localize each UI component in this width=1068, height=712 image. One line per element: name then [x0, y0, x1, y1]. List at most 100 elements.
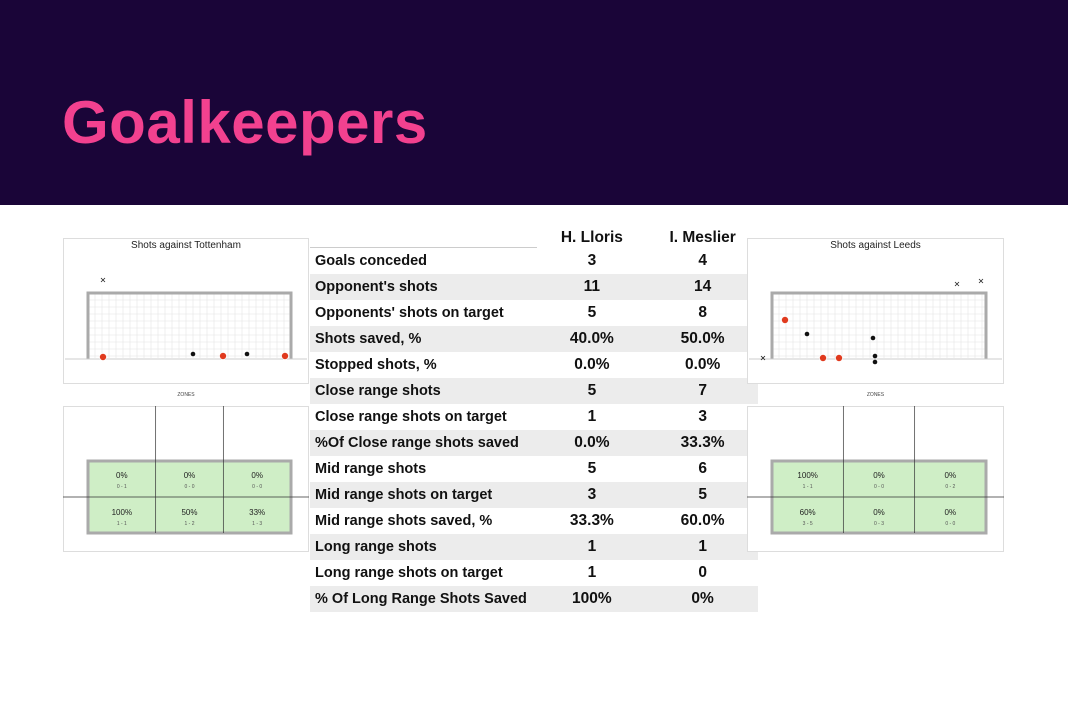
cell-value: 5: [587, 460, 597, 477]
row-label: Opponent's shots: [315, 279, 438, 295]
zone-pct: 0%: [873, 471, 885, 480]
zone-ratio: 1 - 3: [252, 521, 262, 527]
cell-value: 5: [587, 382, 597, 399]
table-row: Mid range shots on target 3 5: [310, 482, 758, 508]
panel-title: Shots against Tottenham: [131, 240, 241, 251]
cell-value: 33.3%: [569, 512, 614, 529]
shot-saved: [190, 351, 196, 357]
table-row: Close range shots on target 1 3: [310, 404, 758, 430]
shot-goal: [281, 352, 289, 360]
cell-value: 33.3%: [680, 434, 725, 451]
header: Goalkeepers: [0, 0, 1068, 205]
table-header: H. Lloris I. Meslier: [310, 228, 758, 248]
table-row: % Of Long Range Shots Saved 100% 0%: [310, 586, 758, 612]
cell-value: 50.0%: [680, 330, 725, 347]
shot-saved: [870, 335, 876, 341]
table-row: %Of Close range shots saved 0.0% 33.3%: [310, 430, 758, 456]
shot-miss: [100, 277, 106, 283]
zone-ratio: 1 - 1: [117, 521, 127, 527]
table-row: Long range shots on target 1 0: [310, 560, 758, 586]
zone-ratio: 0 - 0: [252, 484, 262, 490]
right-panel: Shots against Leeds ZONES 100% 1 - 1 0% 0 - 0…: [747, 238, 1004, 552]
row-label: Mid range shots on target: [315, 487, 493, 503]
table-row: Mid range shots saved, % 33.3% 60.0%: [310, 508, 758, 534]
zone-pct: 60%: [800, 508, 816, 517]
row-label: Long range shots: [315, 539, 437, 555]
cell-value: 0.0%: [684, 356, 721, 373]
zone-pct: 100%: [797, 471, 817, 480]
stats-table: H. Lloris I. Meslier Goals conceded 3 4 Oppon…: [310, 228, 758, 612]
zone-ratio: 0 - 2: [945, 484, 955, 490]
zone-ratio: 3 - 5: [803, 521, 813, 527]
shot-miss: [760, 355, 766, 361]
cell-value: 6: [698, 460, 707, 477]
zone-ratio: 1 - 2: [184, 521, 194, 527]
cell-value: 5: [698, 486, 707, 503]
row-label: Close range shots: [315, 383, 441, 399]
table-row: Opponent's shots 11 14: [310, 274, 758, 300]
shot-saved: [872, 353, 878, 359]
table-row: Stopped shots, % 0.0% 0.0%: [310, 352, 758, 378]
row-label: %Of Close range shots saved: [315, 435, 519, 451]
table-row: Goals conceded 3 4: [310, 248, 758, 274]
row-label: % Of Long Range Shots Saved: [315, 591, 527, 607]
zones-label: ZONES: [177, 392, 195, 398]
cell-value: 3: [587, 486, 597, 503]
cell-value: 60.0%: [680, 512, 725, 529]
cell-value: 1: [587, 538, 597, 555]
panel-title: Shots against Leeds: [830, 240, 921, 251]
zone-pct: 0%: [184, 471, 196, 480]
shot-goal: [781, 316, 789, 324]
row-label: Close range shots on target: [315, 409, 507, 425]
zone-pct: 0%: [945, 508, 957, 517]
cell-value: 4: [698, 252, 707, 269]
row-label: Long range shots on target: [315, 565, 503, 581]
shot-saved: [804, 331, 810, 337]
table-row: Close range shots 5 7: [310, 378, 758, 404]
zone-ratio: 0 - 1: [117, 484, 127, 490]
cell-value: 3: [698, 408, 707, 425]
zone-pct: 0%: [251, 471, 263, 480]
table-row: Shots saved, % 40.0% 50.0%: [310, 326, 758, 352]
page-title: Goalkeepers: [62, 89, 428, 156]
row-label: Opponents' shots on target: [315, 305, 504, 321]
cell-value: 40.0%: [569, 330, 614, 347]
goal-frame: [770, 291, 988, 359]
zone-pct: 100%: [112, 508, 132, 517]
row-label: Mid range shots: [315, 461, 427, 477]
cell-value: 0.0%: [574, 356, 610, 373]
row-label: Stopped shots, %: [315, 357, 437, 373]
shot-goal: [99, 353, 107, 361]
shot-miss: [954, 281, 960, 287]
cell-value: 1: [698, 538, 707, 555]
row-label: Goals conceded: [315, 253, 428, 269]
left-panel: Shots against Tottenham ZONES 0% 0 - 1 0% 0 -…: [63, 238, 309, 552]
header-spacer: [310, 247, 537, 248]
cell-value: 1: [587, 408, 597, 425]
cell-value: 0: [698, 564, 707, 581]
zone-pct: 0%: [873, 508, 885, 517]
column-header: H. Lloris: [560, 229, 623, 246]
zone-pct: 0%: [116, 471, 128, 480]
zone-pct: 33%: [249, 508, 265, 517]
table-row: Mid range shots 5 6: [310, 456, 758, 482]
cell-value: 100%: [572, 590, 612, 607]
zones-label: ZONES: [867, 392, 885, 398]
zone-ratio: 1 - 1: [803, 484, 813, 490]
shot-miss: [978, 278, 984, 284]
zone-ratio: 0 - 3: [874, 521, 884, 527]
shot-goal: [835, 354, 843, 362]
cell-value: 14: [694, 278, 712, 295]
table-row: Opponents' shots on target 5 8: [310, 300, 758, 326]
shot-goal: [819, 354, 827, 362]
shot-saved: [872, 359, 878, 365]
row-label: Shots saved, %: [315, 331, 422, 347]
cell-value: 0%: [691, 590, 714, 607]
row-label: Mid range shots saved, %: [315, 513, 493, 529]
table-row: Long range shots 1 1: [310, 534, 758, 560]
column-header: I. Meslier: [669, 229, 736, 246]
zone-ratio: 0 - 0: [874, 484, 884, 490]
cell-value: 8: [698, 304, 707, 321]
cell-value: 7: [698, 382, 707, 399]
